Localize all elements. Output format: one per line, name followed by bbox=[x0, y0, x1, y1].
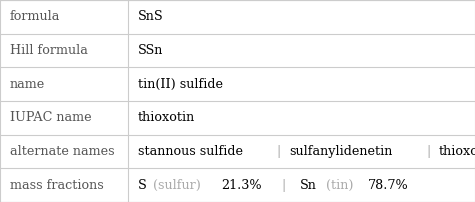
Text: thioxotin: thioxotin bbox=[438, 145, 475, 158]
Text: stannous sulfide: stannous sulfide bbox=[138, 145, 243, 158]
Text: Sn: Sn bbox=[300, 179, 317, 192]
Text: SSn: SSn bbox=[138, 44, 163, 57]
Text: |: | bbox=[274, 145, 286, 158]
Text: tin(II) sulfide: tin(II) sulfide bbox=[138, 78, 223, 91]
Text: 78.7%: 78.7% bbox=[368, 179, 408, 192]
Text: alternate names: alternate names bbox=[10, 145, 114, 158]
Text: sulfanylidenetin: sulfanylidenetin bbox=[289, 145, 393, 158]
Text: IUPAC name: IUPAC name bbox=[10, 111, 92, 124]
Text: SnS: SnS bbox=[138, 10, 163, 23]
Text: 21.3%: 21.3% bbox=[221, 179, 262, 192]
Text: |: | bbox=[274, 179, 294, 192]
Text: (tin): (tin) bbox=[322, 179, 357, 192]
Text: |: | bbox=[423, 145, 435, 158]
Text: mass fractions: mass fractions bbox=[10, 179, 104, 192]
Text: S: S bbox=[138, 179, 147, 192]
Text: formula: formula bbox=[10, 10, 60, 23]
Text: thioxotin: thioxotin bbox=[138, 111, 195, 124]
Text: (sulfur): (sulfur) bbox=[149, 179, 205, 192]
Text: Hill formula: Hill formula bbox=[10, 44, 88, 57]
Text: name: name bbox=[10, 78, 45, 91]
